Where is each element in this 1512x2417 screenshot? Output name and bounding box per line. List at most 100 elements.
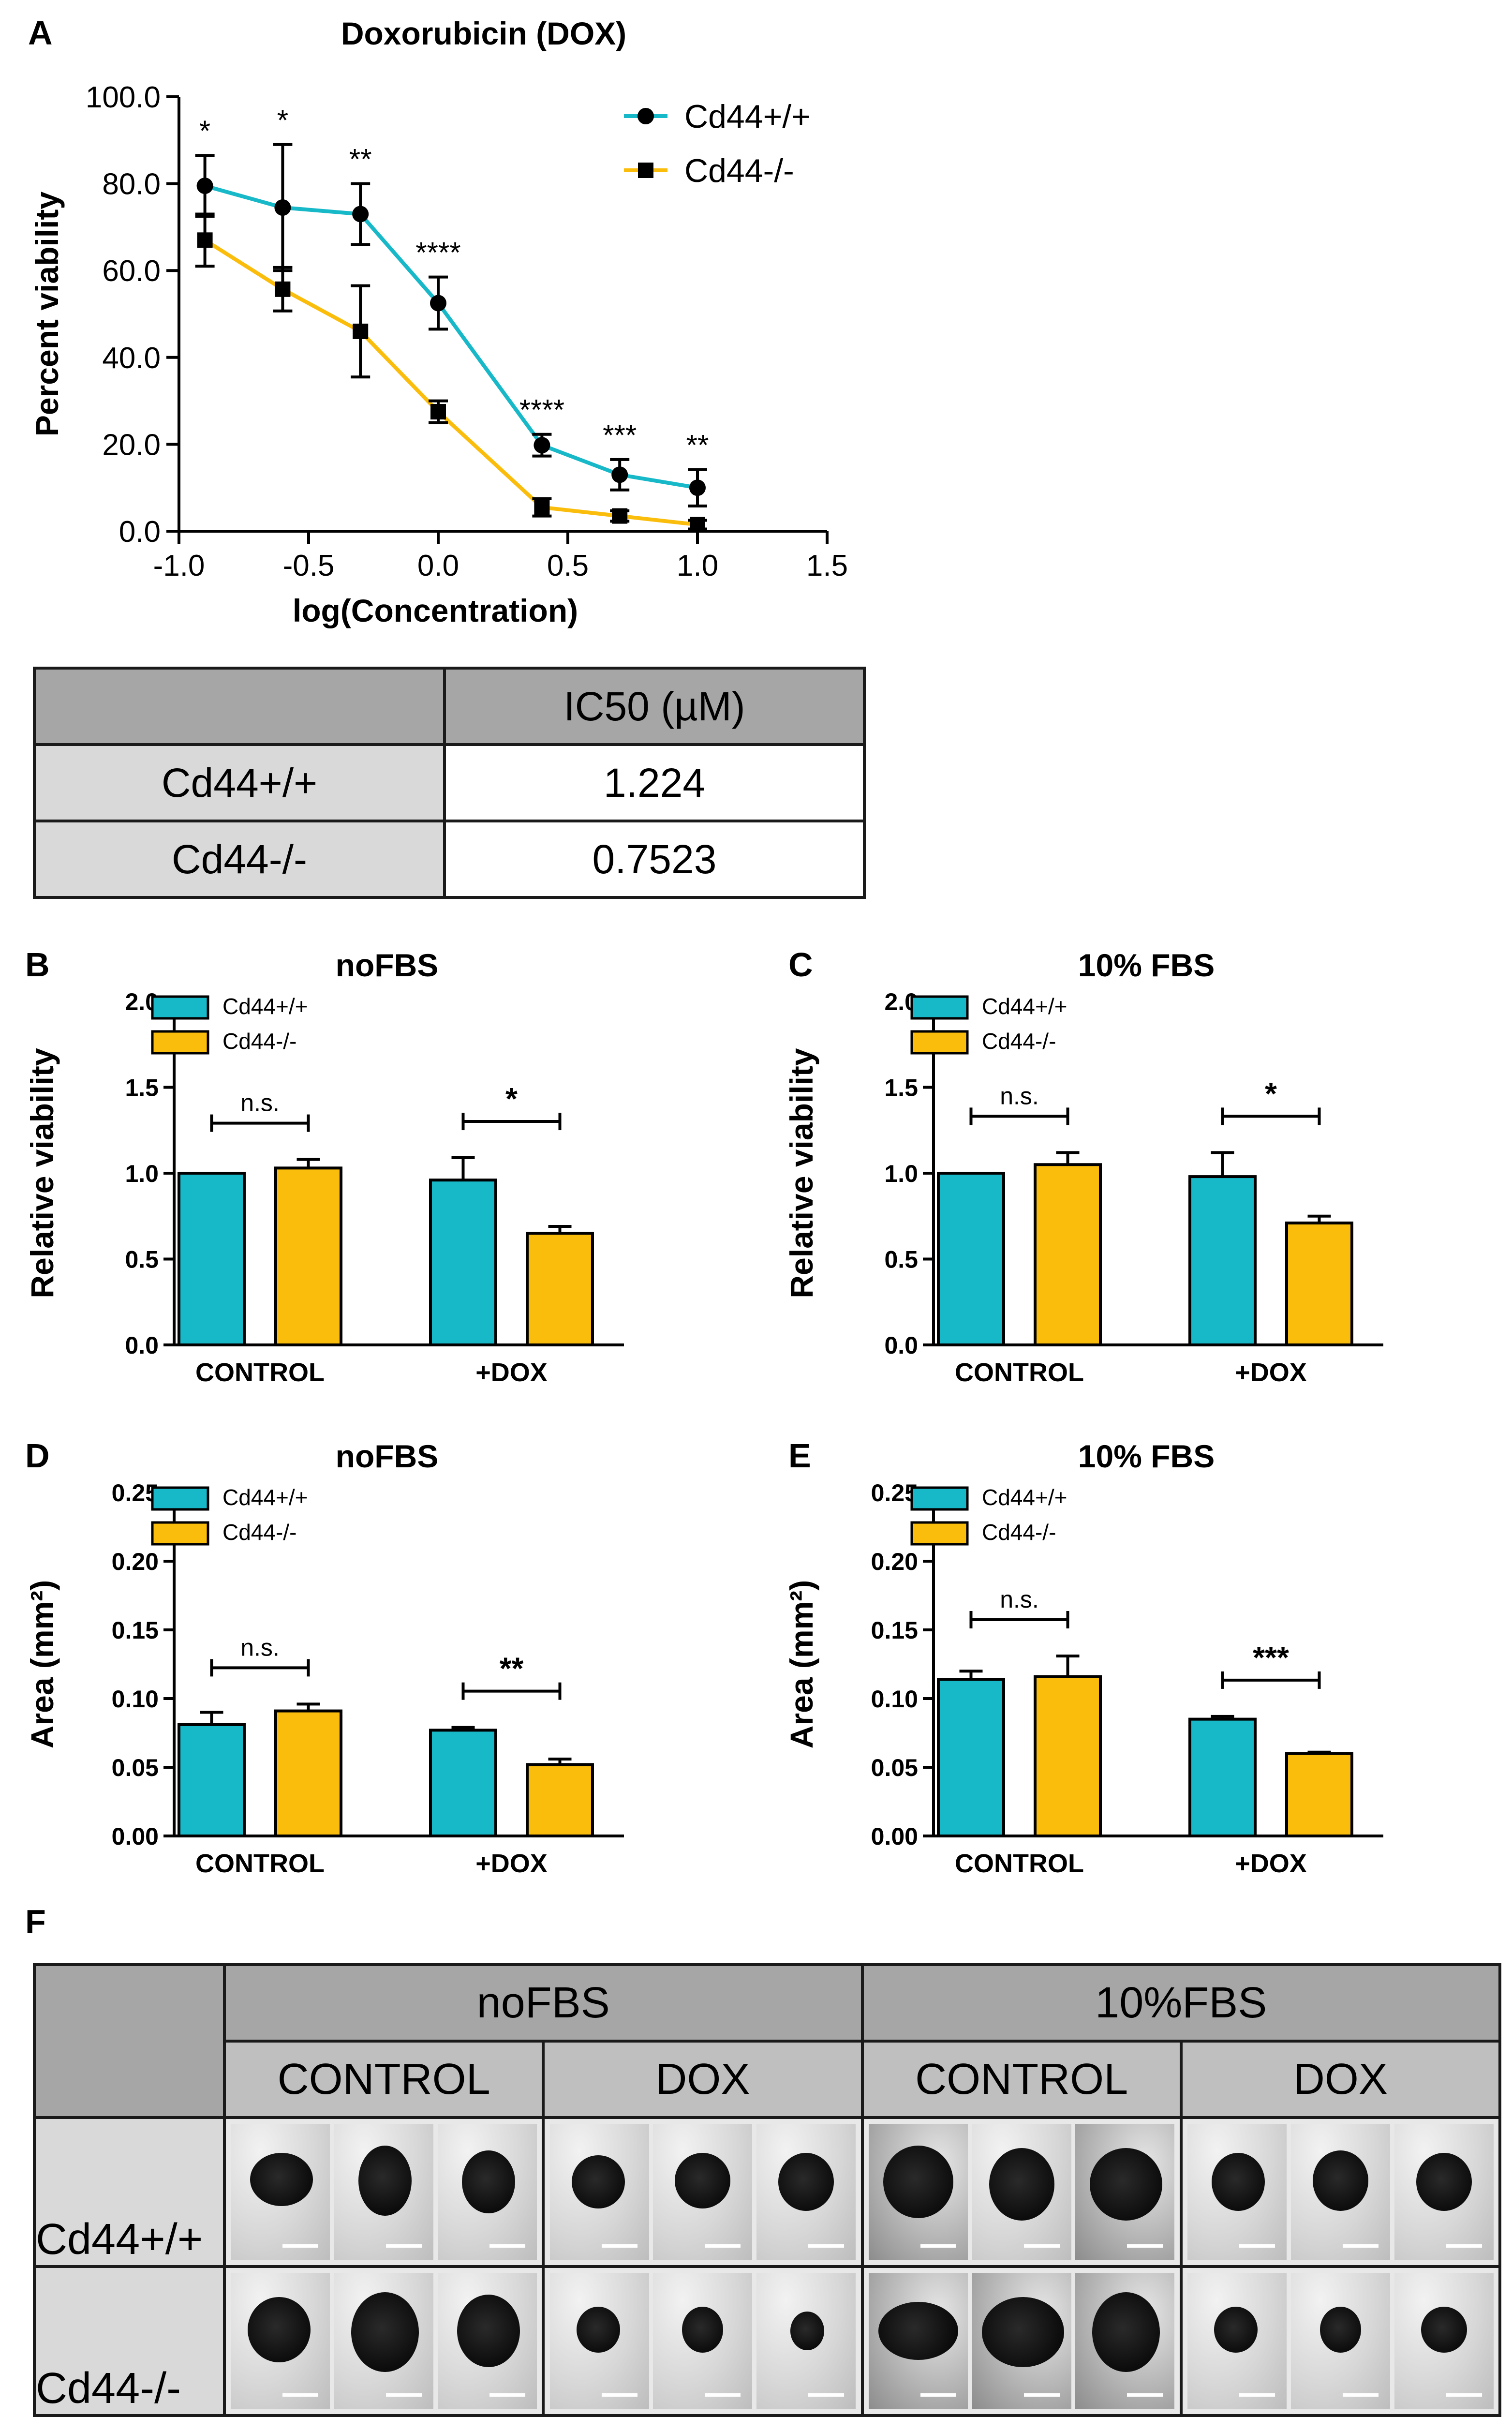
image-row-ko: Cd44-/- bbox=[33, 2265, 1502, 2417]
spheroid-image bbox=[868, 2273, 968, 2409]
legend-swatch bbox=[151, 1030, 209, 1055]
x-tick-label: -1.0 bbox=[153, 549, 205, 582]
image-cell bbox=[222, 2116, 545, 2268]
significance-label: * bbox=[505, 1081, 518, 1116]
ic50-table: IC50 (µM) Cd44+/+ 1.224 Cd44-/- 0.7523 bbox=[33, 667, 866, 899]
data-point bbox=[690, 517, 705, 533]
spheroid-image bbox=[756, 2273, 856, 2409]
y-axis-label: Area (mm²) bbox=[24, 1580, 60, 1748]
spheroid-image bbox=[868, 2124, 968, 2260]
ic50-table-corner bbox=[33, 667, 446, 746]
data-point bbox=[689, 479, 706, 496]
data-point bbox=[196, 178, 213, 194]
spheroid-image bbox=[756, 2124, 856, 2260]
bar bbox=[429, 1729, 497, 1838]
ic50-row-label-wt: Cd44+/+ bbox=[33, 743, 446, 822]
thumb-group bbox=[864, 2119, 1180, 2265]
legend-swatch bbox=[151, 1521, 209, 1546]
image-cell bbox=[542, 2116, 864, 2268]
significance-label: n.s. bbox=[1000, 1082, 1039, 1109]
chart-title: noFBS bbox=[336, 1438, 439, 1474]
y-axis-label: Relative viability bbox=[784, 1048, 819, 1298]
data-point bbox=[197, 232, 213, 248]
bar bbox=[274, 1709, 342, 1838]
legend-marker bbox=[638, 163, 653, 178]
legend-swatch bbox=[910, 1486, 969, 1511]
bar bbox=[1285, 1752, 1353, 1838]
legend-swatch bbox=[151, 995, 209, 1020]
x-tick-label: CONTROL bbox=[195, 1358, 325, 1387]
thumb-group bbox=[864, 2268, 1180, 2414]
x-tick-label: CONTROL bbox=[195, 1849, 325, 1878]
data-point bbox=[612, 508, 628, 524]
condition-header: DOX bbox=[1179, 2040, 1502, 2119]
legend-label: Cd44-/- bbox=[982, 1520, 1056, 1545]
y-tick-label: 1.5 bbox=[884, 1074, 918, 1102]
legend-label: Cd44+/+ bbox=[222, 994, 308, 1019]
data-point bbox=[352, 206, 369, 223]
y-tick-label: 0.00 bbox=[112, 1823, 159, 1850]
legend-label: Cd44+/+ bbox=[982, 1485, 1067, 1510]
chart-e: E 10% FBS 0.00 0.05 0.10 0.15 0.20 0.25 Area (mm… bbox=[784, 1437, 1383, 1878]
spheroid-image bbox=[1290, 2273, 1390, 2409]
spheroid-image bbox=[972, 2273, 1071, 2409]
image-cell bbox=[1179, 2116, 1502, 2268]
group-header-10fbs: 10%FBS bbox=[860, 1963, 1501, 2043]
significance-label: ** bbox=[686, 429, 709, 461]
legend-swatch bbox=[910, 995, 969, 1020]
data-point bbox=[534, 437, 550, 454]
image-cell bbox=[1179, 2265, 1502, 2417]
y-tick-label: 0.0 bbox=[119, 515, 161, 549]
y-axis-label: Area (mm²) bbox=[784, 1580, 819, 1748]
significance-label: **** bbox=[519, 394, 564, 426]
spheroid-image bbox=[231, 2124, 330, 2260]
thumb-group bbox=[545, 2268, 860, 2414]
y-tick-label: 0.25 bbox=[112, 1479, 159, 1507]
image-row-wt: Cd44+/+ bbox=[33, 2116, 1502, 2268]
panel-label-d: D bbox=[25, 1437, 50, 1475]
bar bbox=[526, 1763, 594, 1838]
significance-label: n.s. bbox=[1000, 1586, 1039, 1613]
thumb-group bbox=[545, 2119, 860, 2265]
bar bbox=[1034, 1675, 1102, 1838]
x-tick-label: CONTROL bbox=[955, 1358, 1084, 1387]
bar bbox=[429, 1179, 497, 1346]
y-tick-label: 20.0 bbox=[102, 428, 161, 462]
y-tick-label: 0.20 bbox=[871, 1548, 918, 1575]
y-tick-label: 0.0 bbox=[125, 1332, 159, 1359]
spheroid-image bbox=[1075, 2273, 1175, 2409]
x-tick-label: +DOX bbox=[475, 1358, 548, 1387]
data-point bbox=[430, 295, 446, 312]
figure: A Doxorubicin (DOX) 0.0 20.0 40.0 60.0 80.0 100… bbox=[24, 14, 1502, 2417]
condition-header: CONTROL bbox=[860, 2040, 1183, 2119]
image-cell bbox=[860, 2116, 1183, 2268]
legend-label: Cd44-/- bbox=[684, 152, 794, 189]
y-tick-label: 1.5 bbox=[125, 1074, 159, 1102]
data-point bbox=[275, 281, 291, 297]
panel-label-a: A bbox=[28, 14, 53, 52]
significance-label: ** bbox=[500, 1651, 524, 1686]
spheroid-image bbox=[437, 2124, 537, 2260]
significance-label: * bbox=[1265, 1076, 1277, 1111]
y-tick-label: 0.05 bbox=[871, 1754, 918, 1781]
legend-label: Cd44+/+ bbox=[222, 1485, 308, 1510]
legend-label: Cd44-/- bbox=[982, 1029, 1056, 1054]
thumb-group bbox=[226, 2268, 542, 2414]
panel-label-b: B bbox=[25, 946, 50, 984]
data-point bbox=[353, 323, 369, 339]
x-tick-label: 1.5 bbox=[806, 549, 848, 582]
spheroid-image bbox=[1394, 2273, 1494, 2409]
y-tick-label: 80.0 bbox=[102, 168, 161, 201]
y-tick-label: 0.15 bbox=[112, 1617, 159, 1644]
y-tick-label: 1.0 bbox=[125, 1160, 159, 1187]
spheroid-image bbox=[549, 2273, 649, 2409]
significance-label: * bbox=[199, 115, 210, 147]
data-point bbox=[274, 199, 291, 216]
spheroid-image bbox=[437, 2273, 537, 2409]
y-tick-label: 0.0 bbox=[884, 1332, 918, 1359]
row-label-wt: Cd44+/+ bbox=[33, 2116, 226, 2268]
legend-label: Cd44+/+ bbox=[982, 994, 1067, 1019]
y-tick-label: 60.0 bbox=[102, 254, 161, 288]
